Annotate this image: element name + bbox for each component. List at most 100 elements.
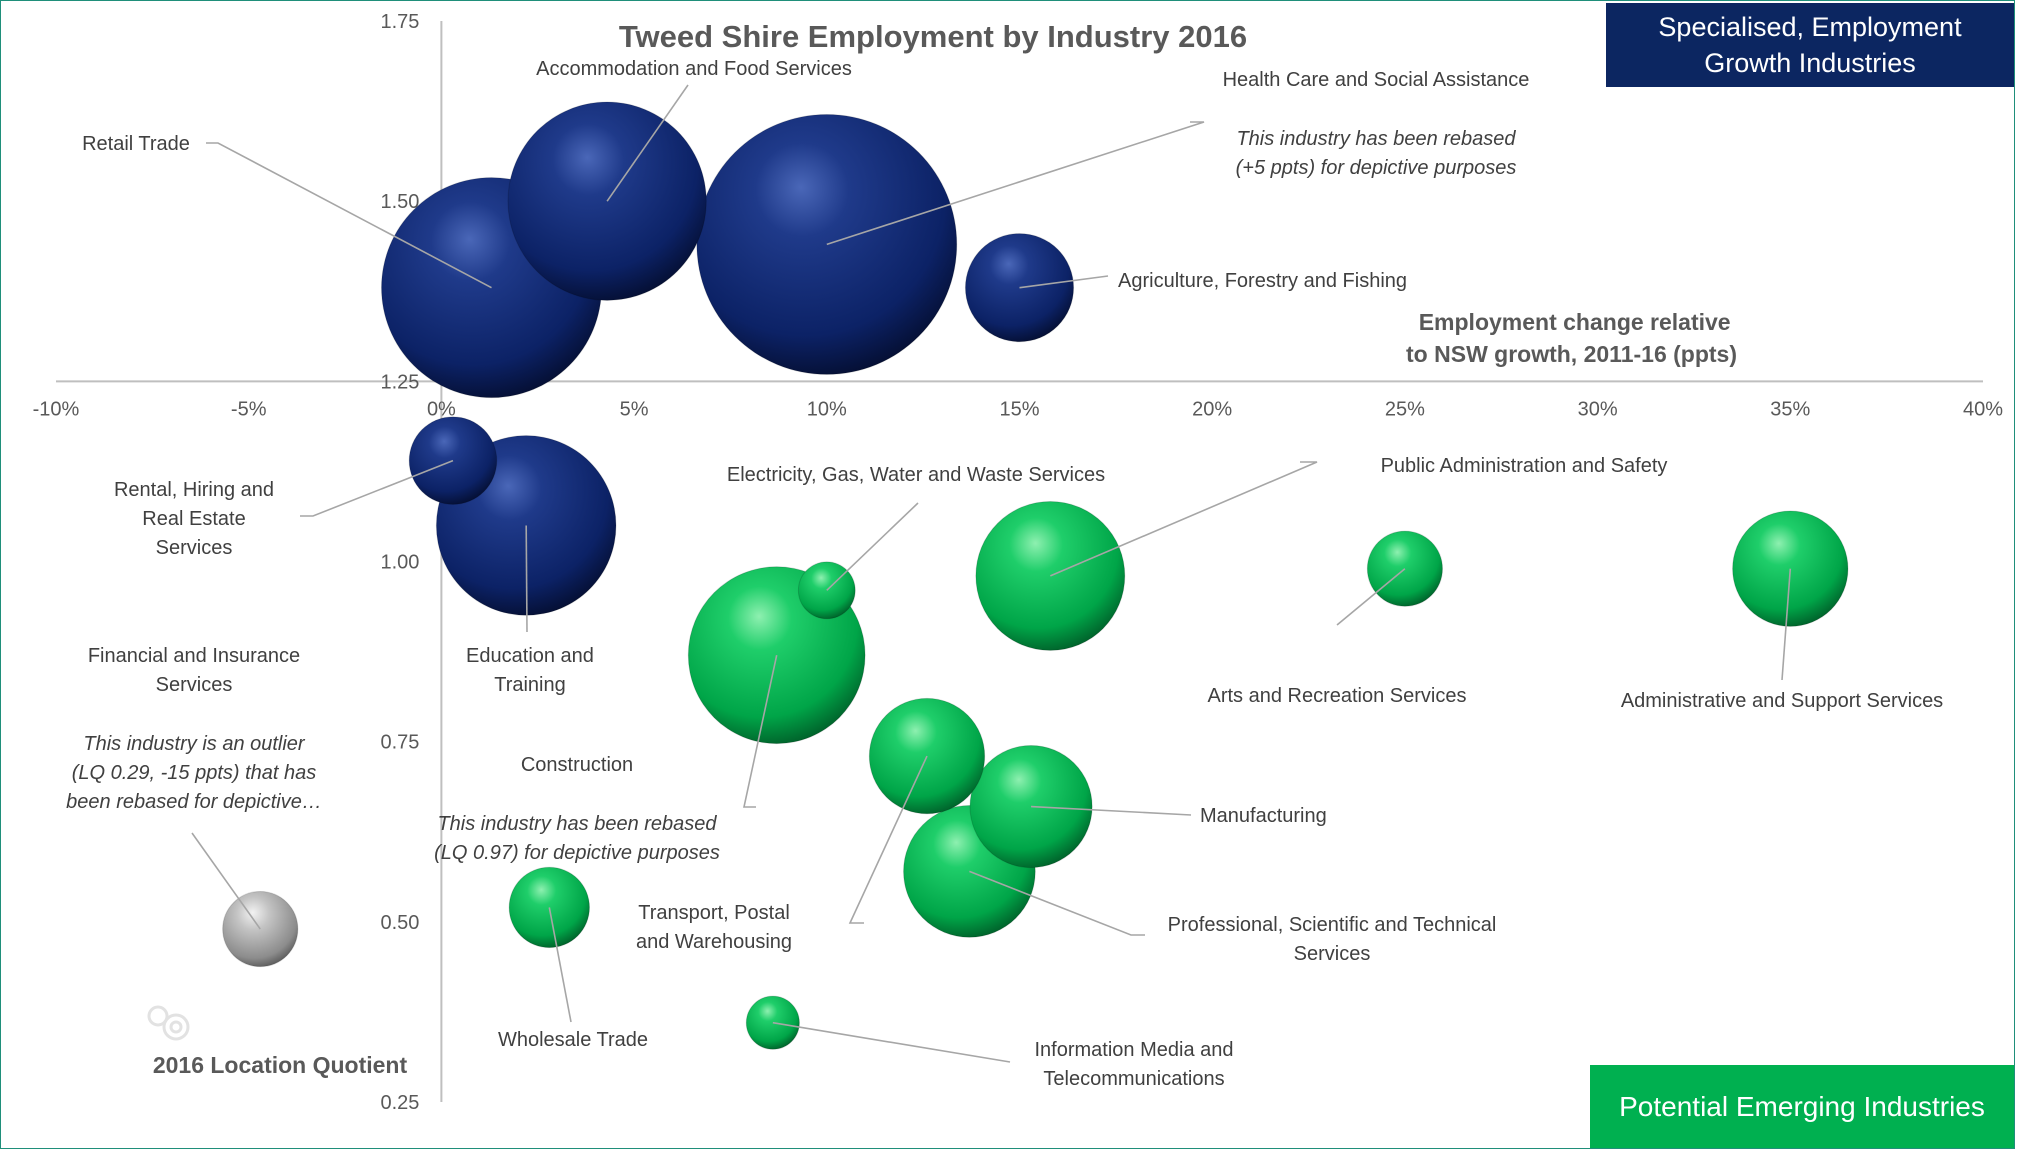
y-tick-label: 1.25	[380, 371, 419, 393]
potential-emerging-industries-box: Potential Emerging Industries	[1590, 1065, 2014, 1148]
leader-line	[1031, 805, 1192, 816]
bubble-label: Information Media and Telecommunications	[1034, 1039, 1233, 1090]
x-tick-label: 15%	[999, 398, 1039, 420]
x-tick-label: 30%	[1578, 398, 1618, 420]
bubble-label-line: Public Administration and Safety	[1381, 455, 1668, 477]
bubble-labels: Retail Trade Accommodation and Food Servi…	[66, 58, 1943, 1090]
bubble-label: Professional, Scientific and Technical Se…	[1168, 914, 1497, 965]
x-axis-label-line-1: Employment change relative	[1419, 309, 1731, 335]
bubble-note: This industry is an outlier (LQ 0.29, -15…	[66, 733, 322, 813]
bubble-note-line: (+5 ppts) for depictive purposes	[1236, 157, 1517, 179]
bubble-label-line: Education and	[466, 645, 594, 667]
bubble-label: Agriculture, Forestry and Fishing	[1118, 270, 1407, 292]
x-tick-label: 25%	[1385, 398, 1425, 420]
bubble-label-line: Telecommunications	[1043, 1068, 1224, 1090]
x-tick-label: 35%	[1770, 398, 1810, 420]
bubble-label-line: Rental, Hiring and	[114, 479, 274, 501]
bubble-label-line: Construction	[521, 754, 633, 776]
leader-line	[548, 907, 572, 1023]
bubbles: Health Care and Social AssistanceRetail …	[222, 101, 1849, 1050]
bubble-label: Education and Training	[466, 645, 594, 696]
leader-line	[206, 142, 492, 289]
y-tick-label: 0.75	[380, 732, 419, 754]
y-tick-label: 0.25	[380, 1092, 419, 1114]
bubble-label-line: Agriculture, Forestry and Fishing	[1118, 270, 1407, 292]
leader-line	[848, 755, 928, 924]
bubble-label-line: Services	[156, 674, 233, 696]
bubble-label: Retail Trade	[82, 133, 190, 155]
leader-lines	[191, 84, 1792, 1063]
bubble-label-line: Accommodation and Food Services	[536, 58, 852, 80]
bubble-note: This industry has been rebased (LQ 0.97) …	[434, 813, 720, 864]
bubble: Accommodation and Food Services	[507, 101, 707, 301]
leader-line	[300, 459, 454, 517]
bubble-label: Wholesale Trade	[498, 1029, 648, 1051]
y-tick-label: 1.75	[380, 11, 419, 33]
x-tick-label: -10%	[33, 398, 80, 420]
bubble-label-line: Wholesale Trade	[498, 1029, 648, 1051]
x-axis-label-line-2: to NSW growth, 2011-16 (ppts)	[1406, 341, 1737, 367]
leader-line	[826, 121, 1205, 246]
bubble-label-line: Real Estate	[142, 508, 245, 530]
bubble-note-line: This industry has been rebased	[1236, 128, 1516, 150]
bubble-label: Manufacturing	[1200, 805, 1327, 827]
leader-line	[1019, 275, 1109, 289]
specialised-growth-industries-box: Specialised, Employment Growth Industrie…	[1606, 3, 2014, 87]
bubble-label-line: Training	[494, 674, 566, 696]
bubble-label-line: and Warehousing	[636, 931, 792, 953]
x-axis-label: Employment change relative to NSW growth…	[1406, 309, 1737, 367]
leader-line	[191, 832, 261, 930]
bubble-label: Construction	[521, 754, 633, 776]
leader-line	[525, 525, 528, 633]
gear-watermark-icon	[147, 1005, 190, 1041]
leader-line	[1336, 568, 1406, 626]
x-tick-label: 5%	[620, 398, 649, 420]
bubble-label-line: Transport, Postal	[638, 902, 790, 924]
leader-line	[826, 502, 919, 591]
bubble-note-line: This industry has been rebased	[437, 813, 717, 835]
bubble-label: Health Care and Social Assistance	[1223, 69, 1530, 91]
leader-line	[743, 655, 778, 808]
y-axis-label: 2016 Location Quotient	[153, 1052, 408, 1078]
bubble-note-line: (LQ 0.97) for depictive purposes	[434, 842, 720, 864]
bubble-label: Accommodation and Food Services	[536, 58, 852, 80]
bubble-note-line: (LQ 0.29, -15 ppts) that has	[72, 762, 317, 784]
x-tick-label: 40%	[1963, 398, 2003, 420]
y-tick-label: 0.50	[380, 912, 419, 934]
bubble-label-line: Health Care and Social Assistance	[1223, 69, 1530, 91]
bubble-label: Financial and Insurance Services	[88, 645, 300, 696]
bubble-label: Transport, Postal and Warehousing	[636, 902, 792, 953]
leader-line	[1050, 461, 1318, 577]
leader-line	[969, 870, 1145, 936]
bubble-label: Electricity, Gas, Water and Waste Servic…	[727, 464, 1105, 486]
bubble-note-line: been rebased for depictive…	[66, 791, 322, 813]
bubble-label: Rental, Hiring and Real Estate Services	[114, 479, 274, 559]
bubble-label-line: Professional, Scientific and Technical	[1168, 914, 1497, 936]
leader-line	[772, 1021, 1011, 1063]
bubble-label-line: Retail Trade	[82, 133, 190, 155]
bubble-label: Public Administration and Safety	[1381, 455, 1668, 477]
tick-labels: -10% -5% 0% 5% 10% 15% 20% 25% 30% 35% 40% 0.25 0.50…	[33, 11, 2004, 1114]
y-tick-label: 1.50	[380, 191, 419, 213]
bubble-label-line: Services	[1294, 943, 1371, 965]
bubble-note: This industry has been rebased (+5 ppts) …	[1236, 128, 1517, 179]
leader-line	[606, 84, 689, 202]
bubble: Financial and Insurance Services	[222, 890, 299, 968]
x-tick-label: -5%	[231, 398, 267, 420]
bubble-label: Administrative and Support Services	[1621, 690, 1943, 712]
x-tick-label: 20%	[1192, 398, 1232, 420]
bubble-note-line: This industry is an outlier	[83, 733, 306, 755]
bubble-label-line: Manufacturing	[1200, 805, 1327, 827]
x-tick-label: 0%	[427, 398, 456, 420]
bubble-label: Arts and Recreation Services	[1207, 685, 1466, 707]
bubble-label-line: Financial and Insurance	[88, 645, 300, 667]
x-tick-label: 10%	[807, 398, 847, 420]
bubble-label-line: Electricity, Gas, Water and Waste Servic…	[727, 464, 1105, 486]
bubble-label-line: Arts and Recreation Services	[1207, 685, 1466, 707]
bubble-label-line: Administrative and Support Services	[1621, 690, 1943, 712]
chart-title: Tweed Shire Employment by Industry 2016	[619, 19, 1247, 54]
leader-line	[1781, 568, 1792, 681]
y-tick-label: 1.00	[380, 552, 419, 574]
